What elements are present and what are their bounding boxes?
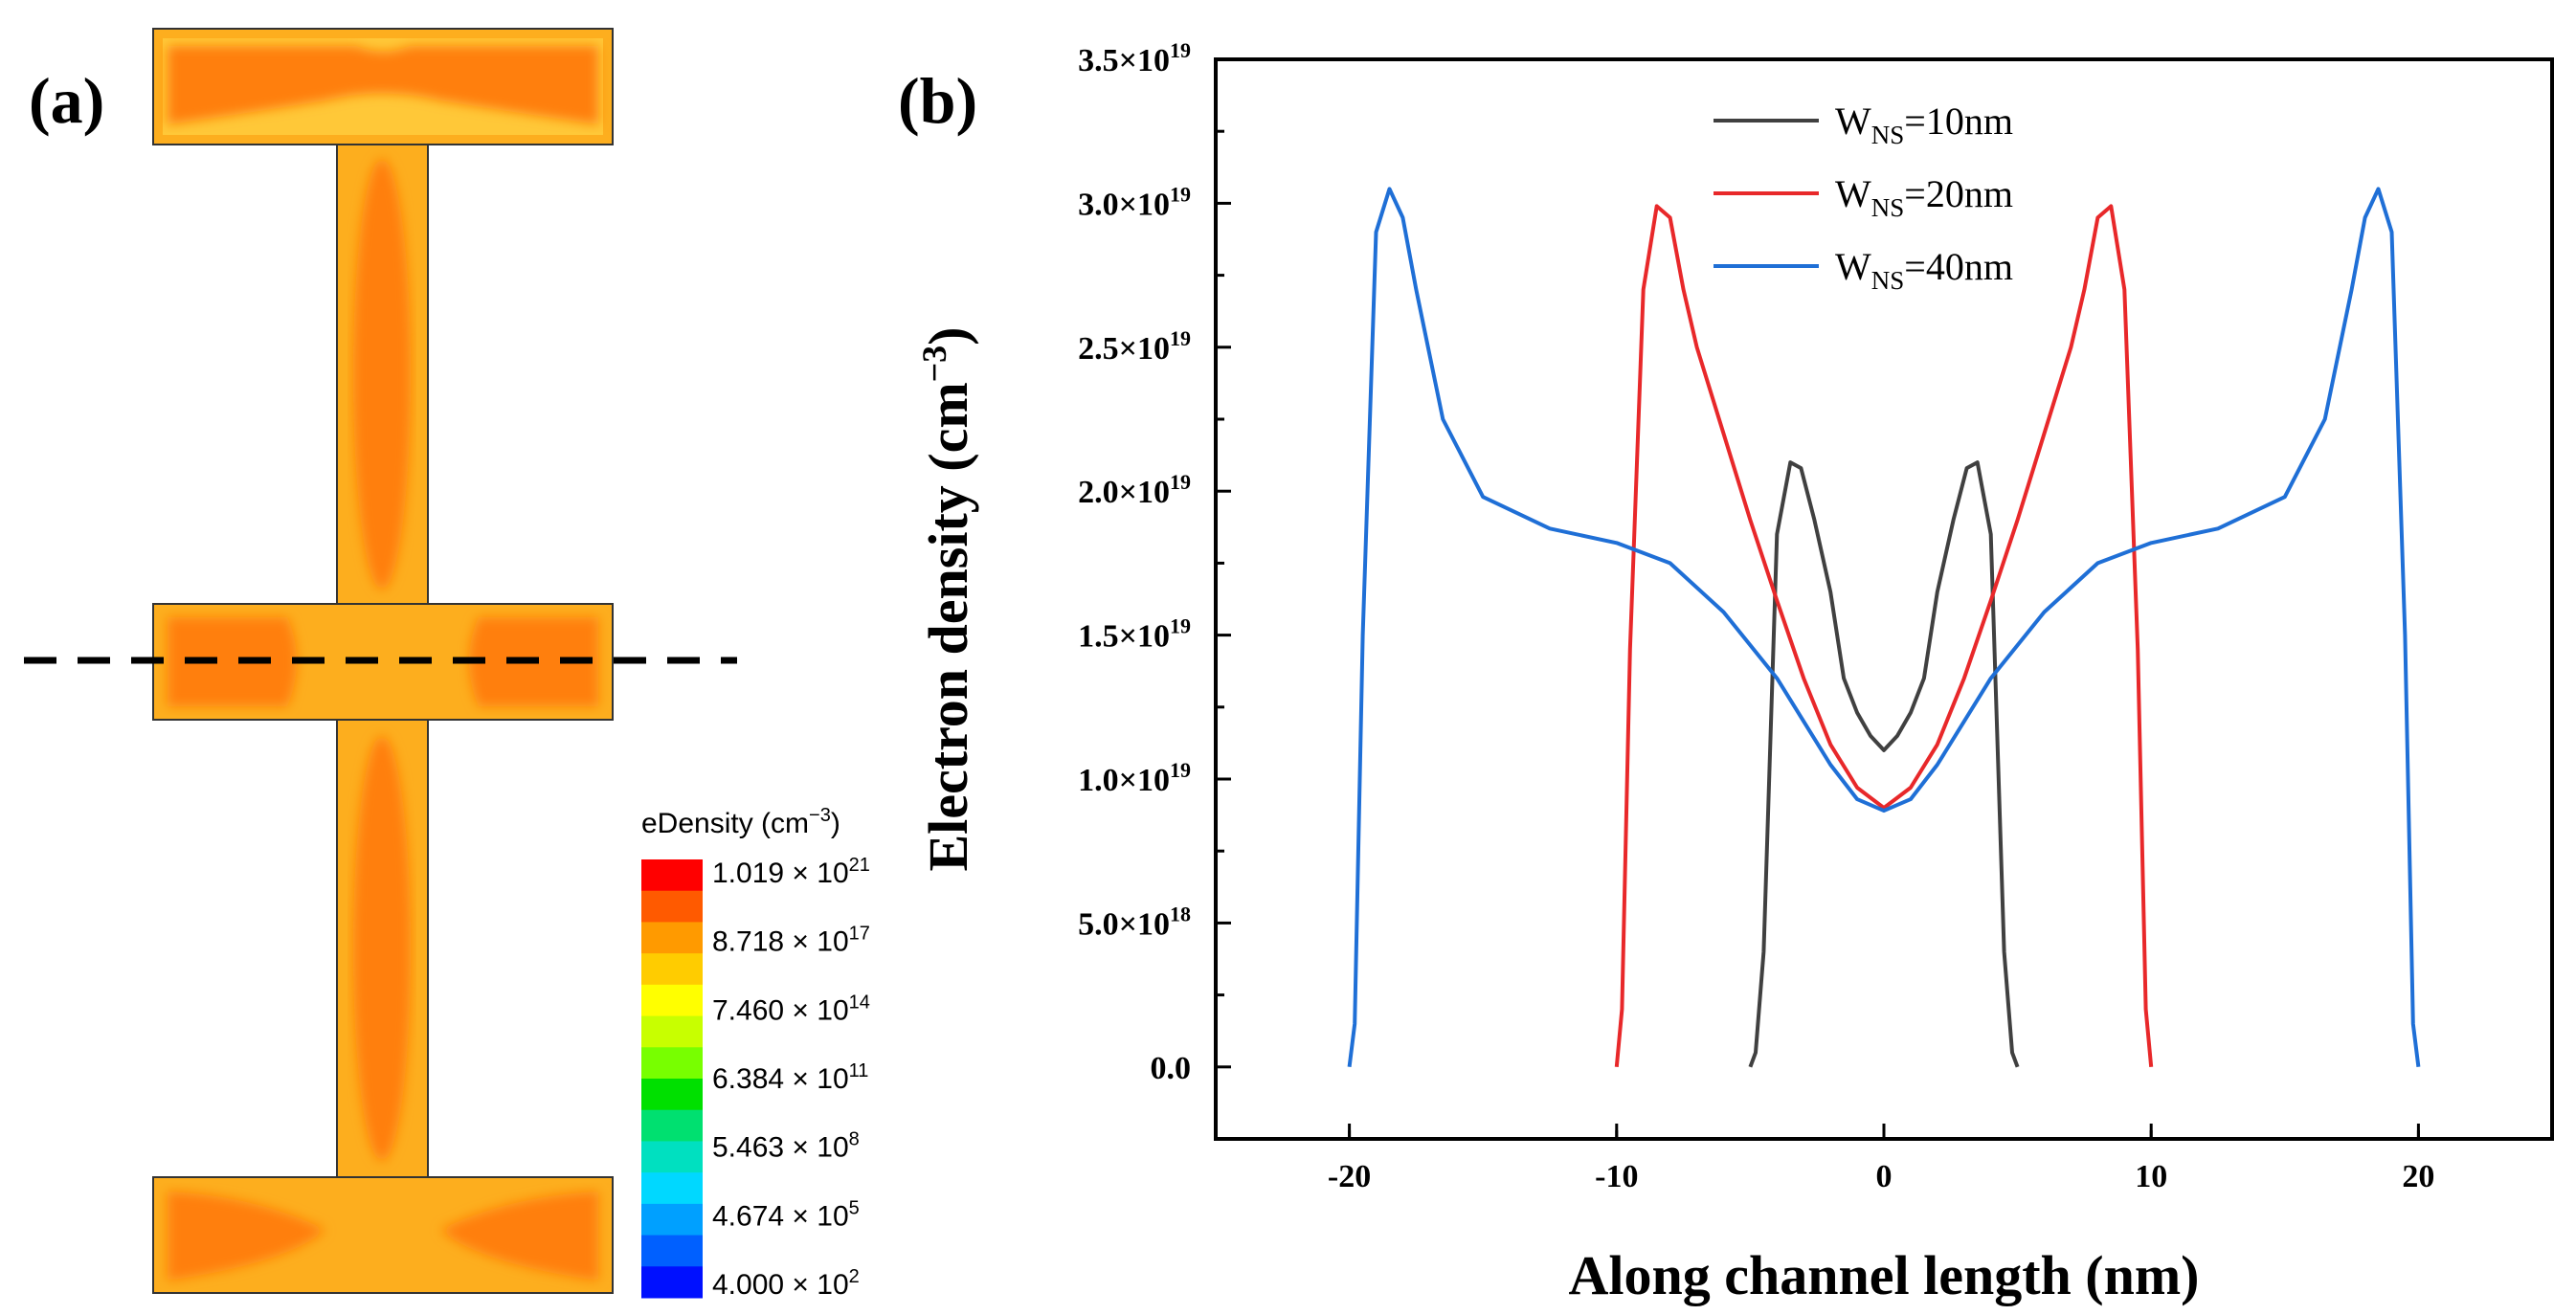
colorbar-tick-label: 6.384 × 1011 <box>712 1060 868 1095</box>
colorbar-tick-label: 8.718 × 1017 <box>712 924 870 958</box>
x-axis-title: Along channel length (nm) <box>1568 1244 2199 1306</box>
colorbar-swatch <box>641 859 703 892</box>
colorbar-swatch <box>641 1079 703 1111</box>
legend-item-w40: WNS=40nm <box>1714 245 2013 295</box>
x-tick-label: -20 <box>1328 1159 1371 1194</box>
colorbar-tick-label: 7.460 × 1014 <box>712 992 870 1026</box>
bottom-sheet-hotspot-right <box>440 1192 598 1281</box>
panel-a: (a) eDensity (cm−3) <box>24 28 870 1301</box>
y-tick-label: 5.0×1018 <box>1078 902 1191 942</box>
colorbar-swatch <box>641 1047 703 1080</box>
colorbar-tick-label: 1.019 × 1021 <box>712 855 870 889</box>
colorbar-swatch <box>641 953 703 986</box>
lower-stem-hotspot <box>353 736 411 1161</box>
upper-stem-hotspot <box>353 159 411 590</box>
x-tick-label: -10 <box>1595 1159 1638 1194</box>
colorbar-swatch <box>641 984 703 1017</box>
top-sheet-hotspot <box>168 46 598 124</box>
colorbar-swatch <box>641 890 703 923</box>
series-lines <box>1347 187 2421 1068</box>
colorbar-title: eDensity (cm−3) <box>641 805 840 839</box>
line-plot: 0.0 5.0×1018 1.0×1019 1.5×1019 2.0×1019 2.5×1… <box>1078 38 2554 1194</box>
y-tick-label: 3.0×1019 <box>1078 182 1191 222</box>
colorbar-swatch <box>641 1235 703 1267</box>
y-tick-label: 3.5×1019 <box>1078 38 1191 78</box>
x-tick-label: 0 <box>1876 1159 1893 1194</box>
x-axis-ticks: -20 -10 0 10 20 <box>1328 1124 2434 1194</box>
x-tick-label: 20 <box>2402 1159 2434 1194</box>
y-axis-ticks: 0.0 5.0×1018 1.0×1019 1.5×1019 2.0×1019 2.5×1… <box>1078 38 1231 1086</box>
bottom-sheet-hotspot-left <box>168 1192 325 1281</box>
colorbar-swatch <box>641 922 703 954</box>
legend: WNS=10nm WNS=20nm WNS=40nm <box>1714 100 2013 295</box>
legend-item-w10: WNS=10nm <box>1714 100 2013 149</box>
series-line-w20 <box>1614 204 2154 1067</box>
series-line-w10 <box>1748 460 2020 1068</box>
x-tick-label: 10 <box>2135 1159 2167 1194</box>
panel-b: (b) 0.0 5.0×1018 1.0×1019 1.5×1019 2.0×1019 2… <box>898 38 2554 1306</box>
colorbar-swatch <box>641 1266 703 1299</box>
colorbar-gradient <box>641 859 703 1299</box>
legend-label-w20: WNS=20nm <box>1835 172 2013 222</box>
series-line-w40 <box>1347 187 2421 1068</box>
colorbar-labels: 1.019 × 1021 8.718 × 1017 7.460 × 1014 6.38… <box>712 855 870 1301</box>
y-tick-label: 1.5×1019 <box>1078 614 1191 655</box>
colorbar: eDensity (cm−3) 1.019 × 1021 8.718 × 1017… <box>641 805 870 1301</box>
legend-label-w40: WNS=40nm <box>1835 245 2013 295</box>
y-tick-label: 2.5×1019 <box>1078 326 1191 367</box>
colorbar-swatch <box>641 1172 703 1205</box>
legend-label-w10: WNS=10nm <box>1835 100 2013 149</box>
colorbar-tick-label: 5.463 × 108 <box>712 1129 860 1164</box>
y-tick-label: 1.0×1019 <box>1078 758 1191 798</box>
panel-a-label: (a) <box>29 64 104 137</box>
nanosheet-structure <box>152 28 614 1294</box>
panel-b-label: (b) <box>898 64 977 137</box>
y-tick-label: 0.0 <box>1151 1051 1192 1086</box>
middle-sheet-hotspot-left <box>168 617 297 706</box>
colorbar-swatch <box>641 1141 703 1173</box>
colorbar-swatch <box>641 1203 703 1237</box>
legend-item-w20: WNS=20nm <box>1714 172 2013 222</box>
y-axis-title: Electron density (cm−3) <box>915 326 979 871</box>
colorbar-tick-label: 4.000 × 102 <box>712 1266 860 1301</box>
colorbar-swatch <box>641 1015 703 1048</box>
y-tick-label: 2.0×1019 <box>1078 470 1191 510</box>
colorbar-tick-label: 4.674 × 105 <box>712 1197 860 1232</box>
colorbar-swatch <box>641 1109 703 1142</box>
